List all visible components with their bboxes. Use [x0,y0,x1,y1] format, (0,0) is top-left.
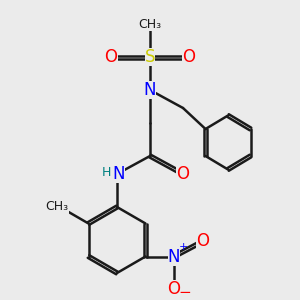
Text: +: + [178,242,188,253]
Text: O: O [196,232,209,250]
Text: O: O [176,165,190,183]
Text: O: O [104,48,118,66]
Text: H: H [102,166,111,179]
Text: N: N [168,248,180,266]
Text: CH₃: CH₃ [138,17,162,31]
Text: S: S [145,48,155,66]
Text: CH₃: CH₃ [45,200,69,214]
Text: −: − [178,285,191,300]
Text: O: O [167,280,181,298]
Text: N: N [144,81,156,99]
Text: N: N [112,165,125,183]
Text: O: O [182,48,196,66]
